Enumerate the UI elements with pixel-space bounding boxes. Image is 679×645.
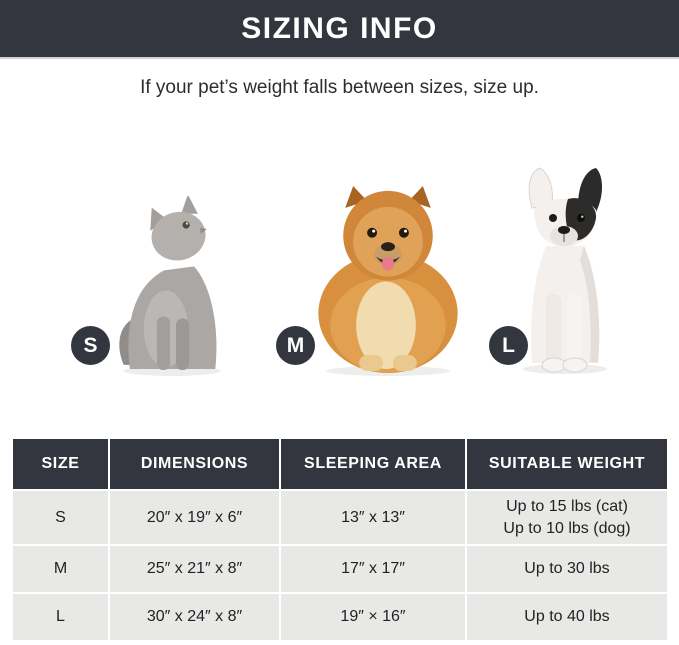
cell-sleeping-area-s: 13″ x 13″ [281, 491, 465, 544]
column-header-size: SIZE [13, 439, 108, 489]
page-title: SIZING INFO [241, 11, 438, 45]
column-header-dimensions: DIMENSIONS [110, 439, 279, 489]
column-header-suitable-weight: SUITABLE WEIGHT [467, 439, 667, 489]
cell-size-m: M [13, 546, 108, 592]
sizing-table: SIZE DIMENSIONS SLEEPING AREA SUITABLE W… [13, 439, 667, 640]
subtitle: If your pet’s weight falls between sizes… [140, 77, 539, 98]
cell-suitable-weight-l: Up to 40 lbs [467, 594, 667, 640]
cell-dimensions-s: 20″ x 19″ x 6″ [110, 491, 279, 544]
size-badge-m: M [276, 326, 315, 365]
column-header-sleeping-area: SLEEPING AREA [281, 439, 465, 489]
cell-dimensions-l: 30″ x 24″ x 8″ [110, 594, 279, 640]
cell-size-s: S [13, 491, 108, 544]
pomeranian-illustration [318, 185, 458, 377]
cell-suitable-weight-m: Up to 30 lbs [467, 546, 667, 592]
french-bulldog-illustration [523, 167, 607, 374]
size-badge-s: S [71, 326, 110, 365]
cell-sleeping-area-l: 19″ × 16″ [281, 594, 465, 640]
weight-line-dog: Up to 10 lbs (dog) [503, 519, 631, 537]
size-badge-l: L [489, 326, 528, 365]
cell-dimensions-m: 25″ x 21″ x 8″ [110, 546, 279, 592]
cat-illustration [119, 196, 221, 376]
header-bar: SIZING INFO [0, 0, 679, 59]
weight-line-cat: Up to 15 lbs (cat) [506, 497, 628, 515]
cell-sleeping-area-m: 17″ x 17″ [281, 546, 465, 592]
cell-size-l: L [13, 594, 108, 640]
cell-suitable-weight-s: Up to 15 lbs (cat) Up to 10 lbs (dog) [467, 491, 667, 544]
